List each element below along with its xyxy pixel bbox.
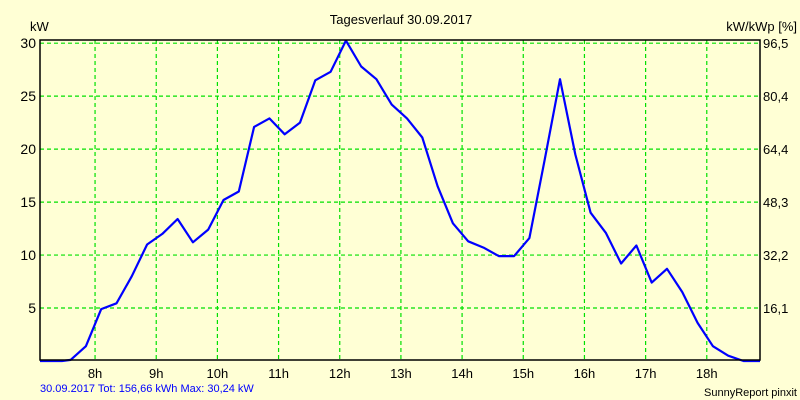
plot-frame xyxy=(39,39,761,361)
chart-title: Tagesverlauf 30.09.2017 xyxy=(330,12,472,27)
y-tick-label-right: 80,4 xyxy=(763,89,788,104)
y-tick-label-left: 20 xyxy=(20,141,36,157)
y-tick-label-left: 15 xyxy=(20,194,36,210)
x-tick-label: 13h xyxy=(390,366,412,381)
y-tick-label-right: 48,3 xyxy=(763,195,788,210)
footer-credit: SunnyReport pinxit xyxy=(704,387,797,399)
x-tick-label: 9h xyxy=(149,366,163,381)
y-tick-label-left: 10 xyxy=(20,247,36,263)
y-tick-label-left: 5 xyxy=(28,300,36,316)
footer-summary: 30.09.2017 Tot: 156,66 kWh Max: 30,24 kW xyxy=(40,383,254,395)
y-tick-label-left: 25 xyxy=(20,88,36,104)
series-line xyxy=(40,39,760,363)
x-tick-label: 12h xyxy=(329,366,351,381)
x-tick-label: 14h xyxy=(451,366,473,381)
y-tick-label-left: 30 xyxy=(20,35,36,51)
y-tick-label-right: 32,2 xyxy=(763,248,788,263)
y-axis-label-left: kW xyxy=(30,19,50,34)
grid xyxy=(40,40,760,361)
x-tick-label: 8h xyxy=(88,366,102,381)
x-tick-label: 11h xyxy=(268,366,289,381)
x-tick-label: 10h xyxy=(207,366,229,381)
x-tick-label: 16h xyxy=(574,366,596,381)
y-tick-label-right: 96,5 xyxy=(763,36,788,51)
y-axis-label-right: kW/kWp [%] xyxy=(726,19,797,34)
y-tick-label-right: 64,4 xyxy=(763,142,788,157)
x-tick-label: 17h xyxy=(635,366,657,381)
x-tick-label: 15h xyxy=(512,366,534,381)
y-tick-label-right: 16,1 xyxy=(763,301,788,316)
x-tick-label: 18h xyxy=(696,366,718,381)
tick-labels: 8h 9h 10h 11h 12h 13h 14h 15h 16h 17h 18h 5 16,1 10 32… xyxy=(20,35,788,381)
